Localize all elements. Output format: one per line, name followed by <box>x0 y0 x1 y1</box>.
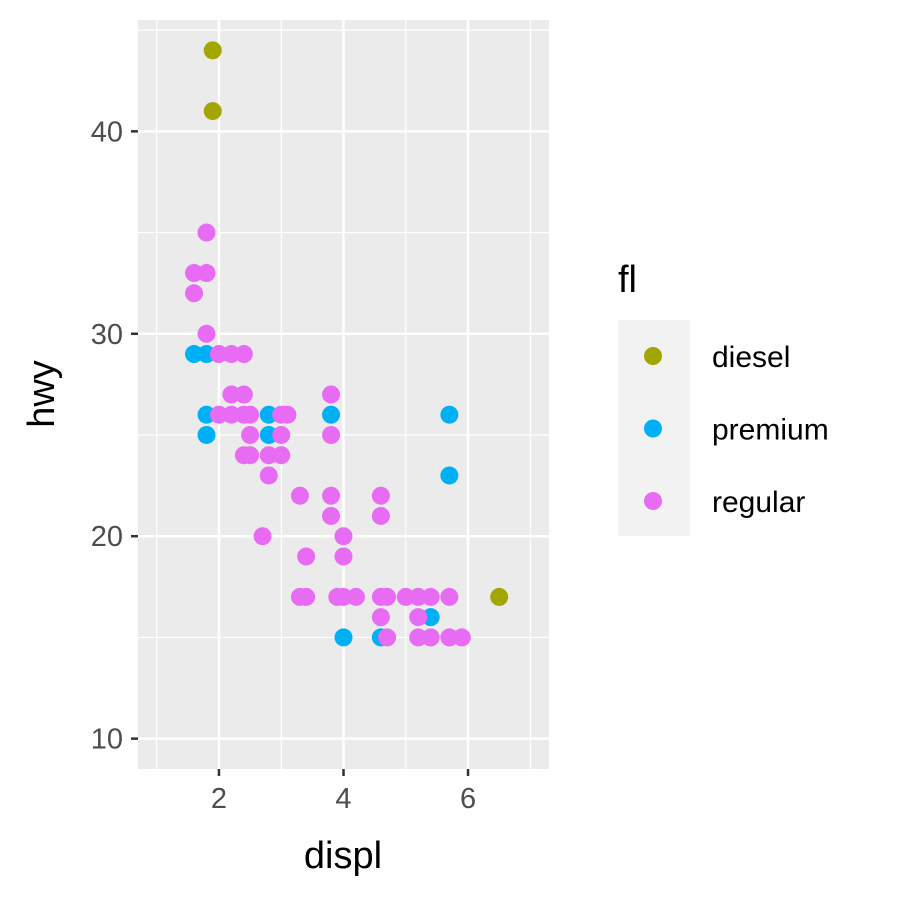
data-point-regular <box>185 264 204 283</box>
legend-key-premium <box>644 419 662 438</box>
x-axis: 2 4 6 <box>211 769 476 815</box>
data-point-regular <box>209 345 228 364</box>
data-point-premium <box>197 405 216 424</box>
data-point-regular <box>278 405 297 424</box>
data-point-regular <box>241 425 260 444</box>
y-tick-label: 40 <box>91 116 123 148</box>
data-point-regular <box>440 628 459 647</box>
data-point-premium <box>440 466 459 485</box>
data-point-regular <box>241 446 260 465</box>
data-point-regular <box>334 527 353 546</box>
x-tick-label: 2 <box>211 783 227 815</box>
data-point-regular <box>290 486 309 505</box>
data-point-regular <box>185 284 204 303</box>
data-point-diesel <box>203 102 222 121</box>
data-point-premium <box>197 425 216 444</box>
data-point-regular <box>371 486 390 505</box>
legend-key-diesel <box>644 347 662 365</box>
legend-label-regular: regular <box>712 486 805 519</box>
y-tick-label: 20 <box>91 521 123 553</box>
data-point-regular <box>234 345 253 364</box>
data-point-regular <box>259 446 278 465</box>
data-point-regular <box>322 486 341 505</box>
legend-key-regular <box>644 492 662 510</box>
data-point-premium <box>185 345 204 364</box>
y-tick-label: 30 <box>91 319 123 351</box>
data-point-regular <box>409 608 428 627</box>
data-point-premium <box>197 345 216 364</box>
data-point-regular <box>322 506 341 525</box>
data-point-regular <box>241 405 260 424</box>
data-point-regular <box>346 587 365 606</box>
data-point-premium <box>334 628 353 647</box>
data-point-premium <box>259 425 278 444</box>
data-point-diesel <box>490 587 509 606</box>
data-point-regular <box>209 405 228 424</box>
major-gridlines <box>138 20 549 769</box>
y-axis-title: hwy <box>21 360 63 428</box>
data-point-regular <box>452 628 471 647</box>
x-axis-title: displ <box>304 835 382 877</box>
legend: fl diesel premium regular <box>618 259 829 536</box>
data-point-regular <box>197 223 216 242</box>
x-tick-label: 4 <box>335 783 351 815</box>
data-point-premium <box>259 405 278 424</box>
data-point-regular <box>334 547 353 566</box>
data-point-regular <box>409 587 428 606</box>
y-axis: 10 20 30 40 <box>91 116 138 756</box>
data-point-regular <box>297 587 316 606</box>
data-point-regular <box>297 547 316 566</box>
data-point-regular <box>421 628 440 647</box>
legend-title: fl <box>618 259 637 301</box>
legend-label-diesel: diesel <box>712 341 790 374</box>
y-tick-label: 10 <box>91 724 123 756</box>
x-tick-label: 6 <box>460 783 476 815</box>
data-point-regular <box>322 425 341 444</box>
data-point-regular <box>409 628 428 647</box>
data-point-regular <box>222 405 241 424</box>
data-point-regular <box>259 466 278 485</box>
data-point-regular <box>322 385 341 404</box>
data-point-regular <box>421 587 440 606</box>
data-point-premium <box>421 608 440 627</box>
data-point-regular <box>272 446 291 465</box>
data-point-regular <box>197 324 216 343</box>
data-point-regular <box>334 587 353 606</box>
data-point-regular <box>197 264 216 283</box>
data-point-diesel <box>203 41 222 60</box>
data-point-regular <box>371 608 390 627</box>
data-point-regular <box>222 345 241 364</box>
data-point-regular <box>222 385 241 404</box>
data-point-regular <box>234 385 253 404</box>
data-point-regular <box>378 628 397 647</box>
data-point-regular <box>440 587 459 606</box>
data-point-regular <box>272 425 291 444</box>
data-point-regular <box>396 587 415 606</box>
data-point-regular <box>371 506 390 525</box>
data-point-regular <box>253 527 272 546</box>
data-point-regular <box>378 587 397 606</box>
legend-label-premium: premium <box>712 414 829 447</box>
data-point-premium <box>322 405 341 424</box>
data-points <box>185 41 509 647</box>
data-point-premium <box>440 405 459 424</box>
